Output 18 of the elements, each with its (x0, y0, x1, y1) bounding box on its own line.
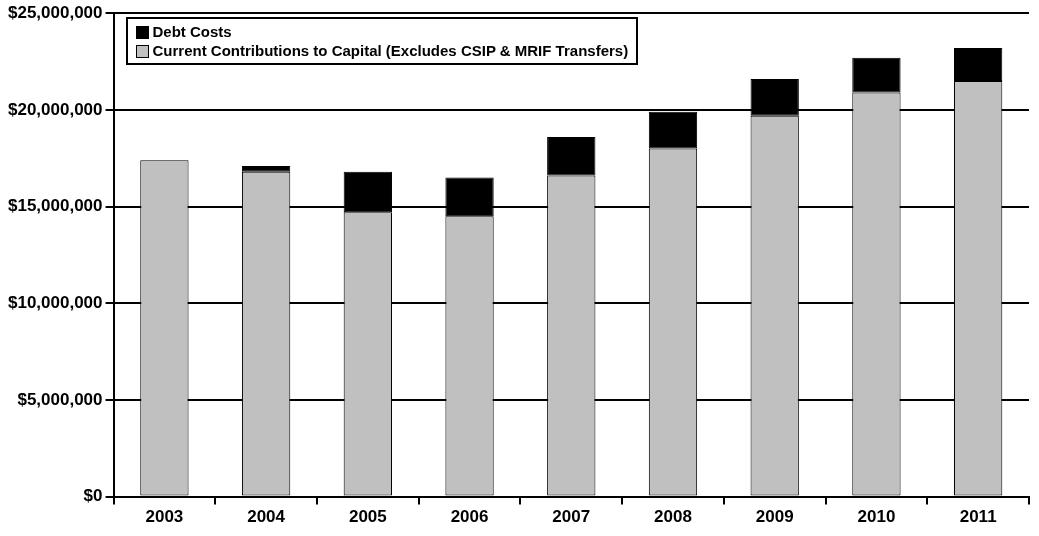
y-tick-label: $10,000,000 (7, 292, 103, 312)
legend-label: Debt Costs (151, 22, 233, 42)
y-tick-label: $25,000,000 (7, 2, 103, 22)
x-tick-label: 2006 (450, 507, 489, 527)
x-tick-label: 2008 (654, 507, 692, 527)
y-tick-label: $15,000,000 (7, 196, 103, 216)
bar (852, 57, 901, 93)
x-tick-label: 2010 (857, 507, 896, 527)
legend-label: Current Contributions to Capital (Excludes CSIP & MRIF Transfers) (151, 41, 629, 61)
x-tick-label: 2011 (959, 507, 997, 527)
x-tick-label: 2009 (755, 507, 794, 527)
x-tick-label: 2005 (348, 507, 387, 527)
y-tick-label: $20,000,000 (7, 99, 103, 119)
x-tick-label: 2004 (247, 507, 286, 527)
x-tick-label: 2007 (552, 507, 591, 527)
y-tick-label: $5,000,000 (17, 389, 103, 409)
y-tick-label: $0 (83, 486, 103, 506)
x-tick-label: 2003 (145, 507, 184, 527)
